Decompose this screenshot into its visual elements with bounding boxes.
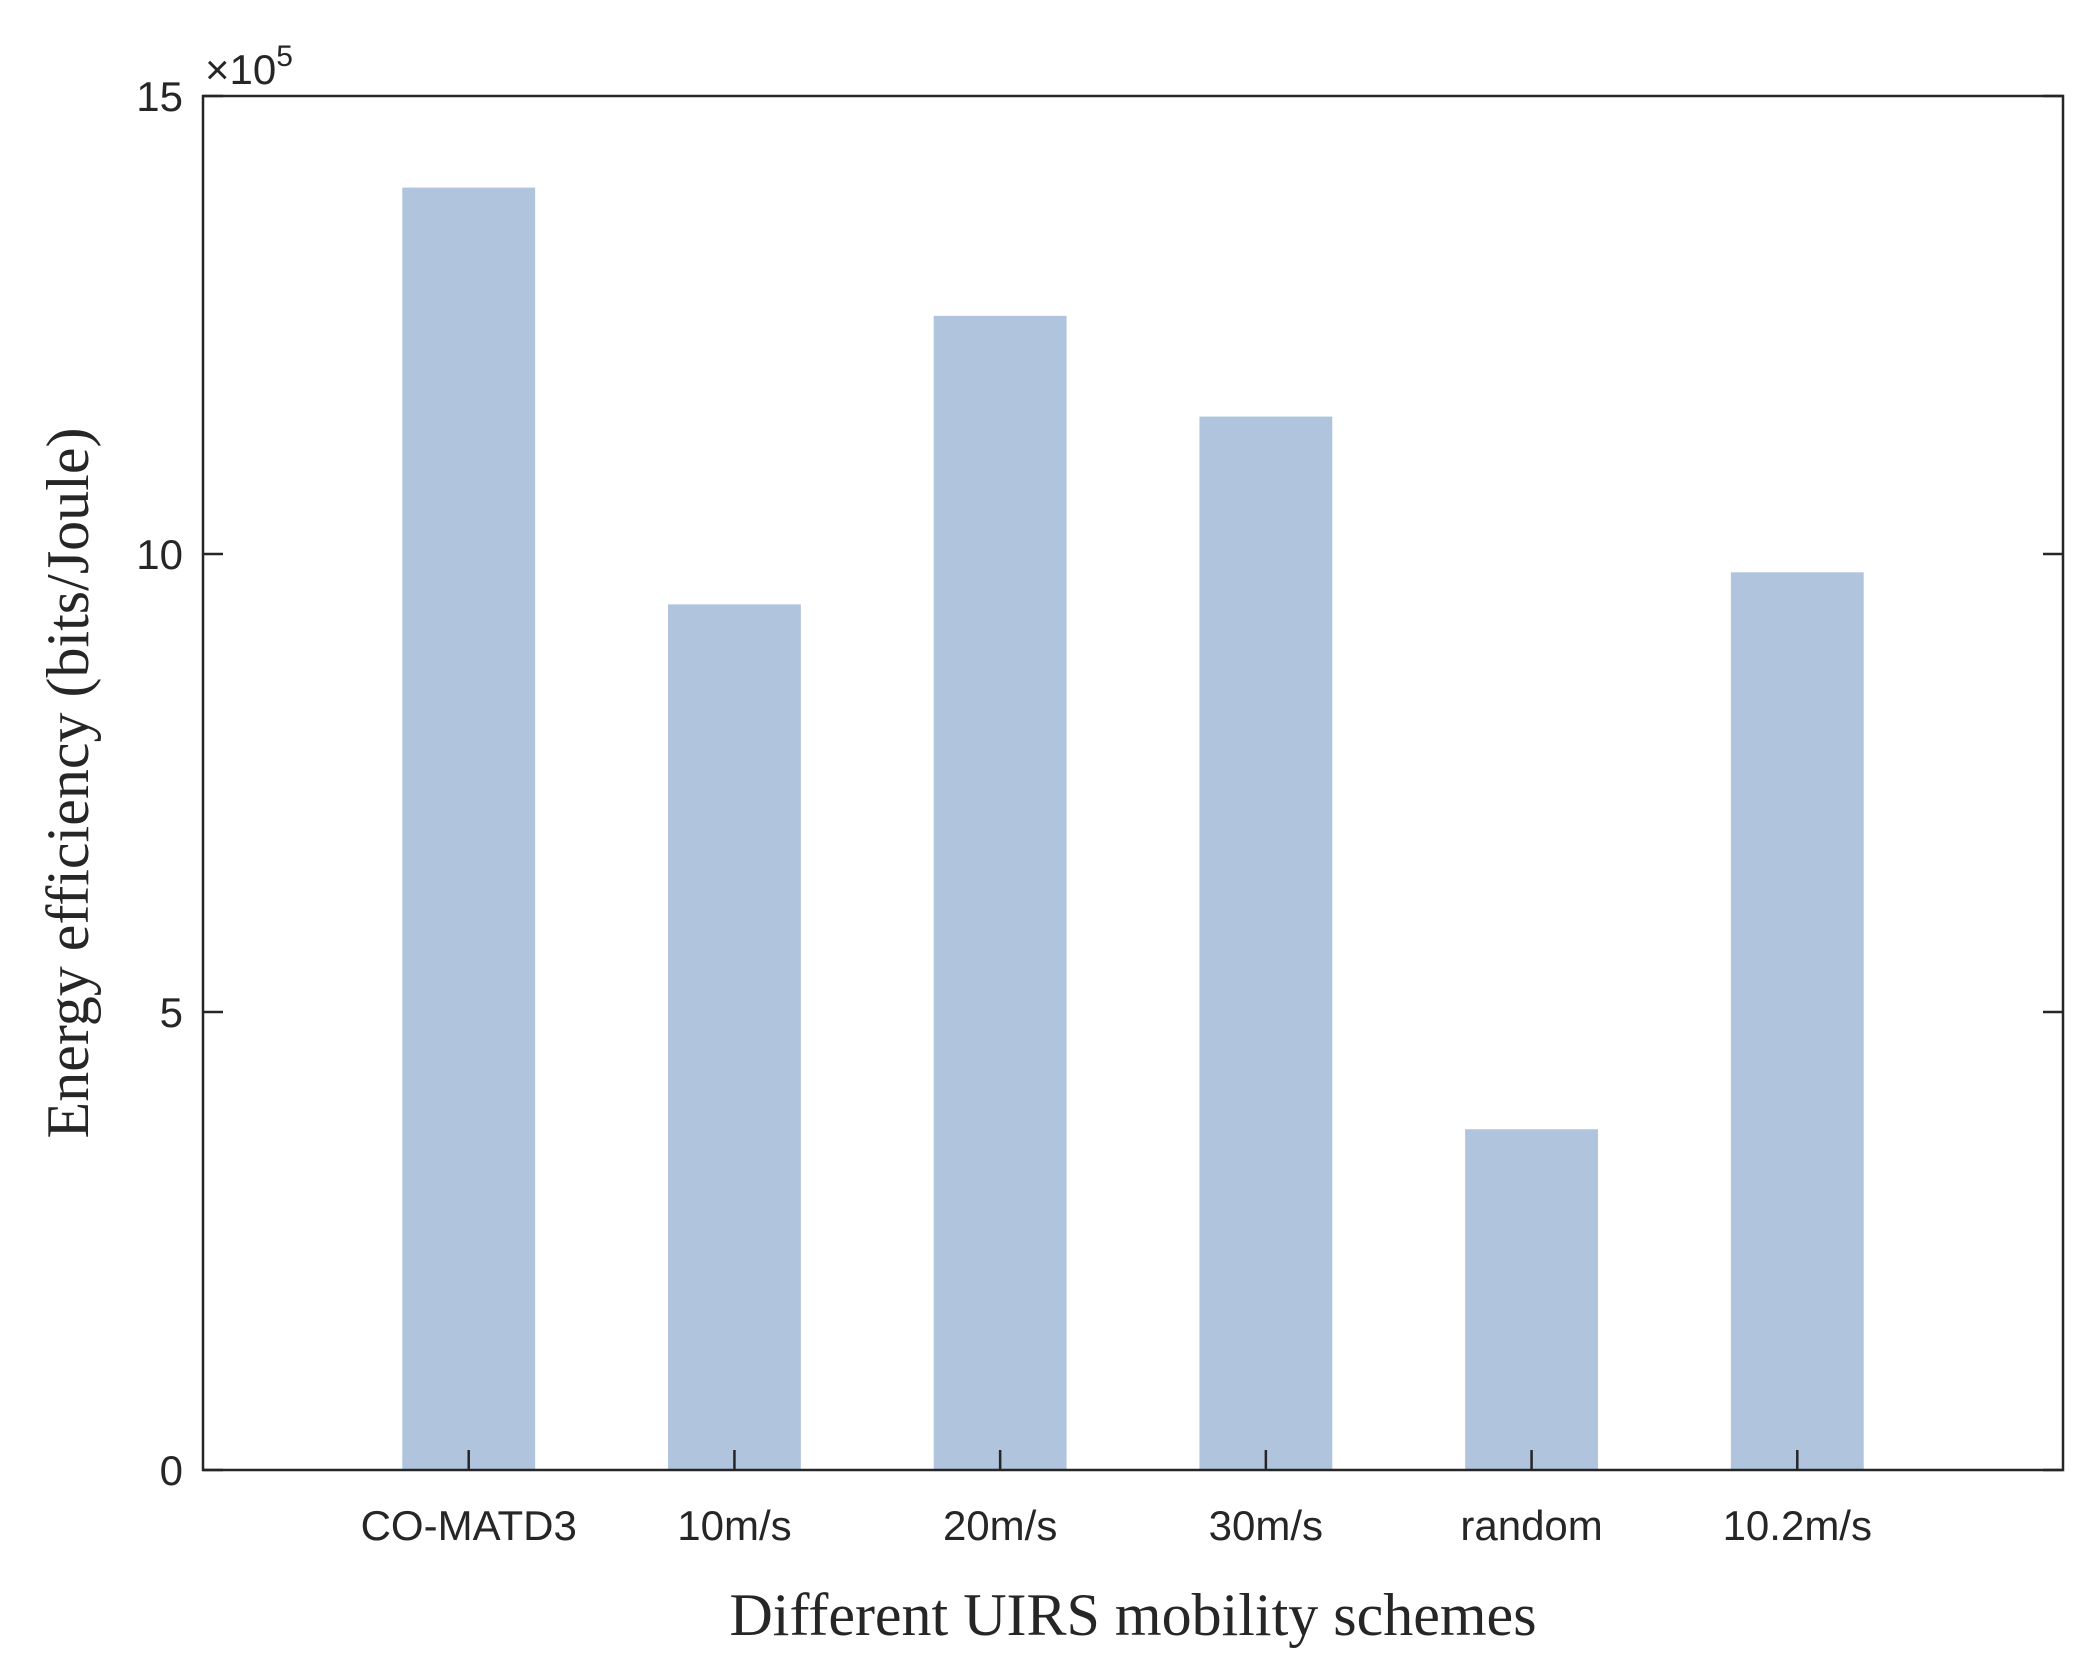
y-tick-label-2: 10 [136, 531, 183, 578]
x-tick-label-4: 30m/s [1209, 1502, 1323, 1549]
x-axis-title: Different UIRS mobility schemes [729, 1582, 1536, 1648]
tick-labels: CO-MATD3 10m/s 20m/s 30m/s random 10.2m/s 0 5 10… [136, 73, 1872, 1549]
x-tick-label-6: 10.2m/s [1723, 1502, 1872, 1549]
y-tick-label-3: 15 [136, 73, 183, 120]
axes-box [201, 94, 2065, 1472]
y-tick-label-0: 0 [160, 1447, 183, 1494]
x-tick-label-3: 20m/s [943, 1502, 1057, 1549]
bars [402, 187, 1864, 1471]
y-axis-title: Energy efficiency (bits/Joule) [35, 428, 101, 1139]
x-tick-label-2: 10m/s [677, 1502, 791, 1549]
bar-1 [402, 187, 536, 1471]
y-axis-multiplier-exponent: 5 [276, 40, 293, 73]
bar-3 [933, 315, 1067, 1471]
y-axis-multiplier-base: ×10 [205, 46, 276, 93]
y-tick-label-1: 5 [160, 989, 183, 1036]
bar-4 [1199, 416, 1333, 1471]
x-tick-label-1: CO-MATD3 [361, 1502, 577, 1549]
x-tick-label-5: random [1460, 1502, 1602, 1549]
y-axis-multiplier: ×105 [205, 40, 293, 93]
bar-5 [1465, 1129, 1598, 1470]
bar-2 [668, 604, 801, 1470]
bar-6 [1730, 572, 1864, 1470]
